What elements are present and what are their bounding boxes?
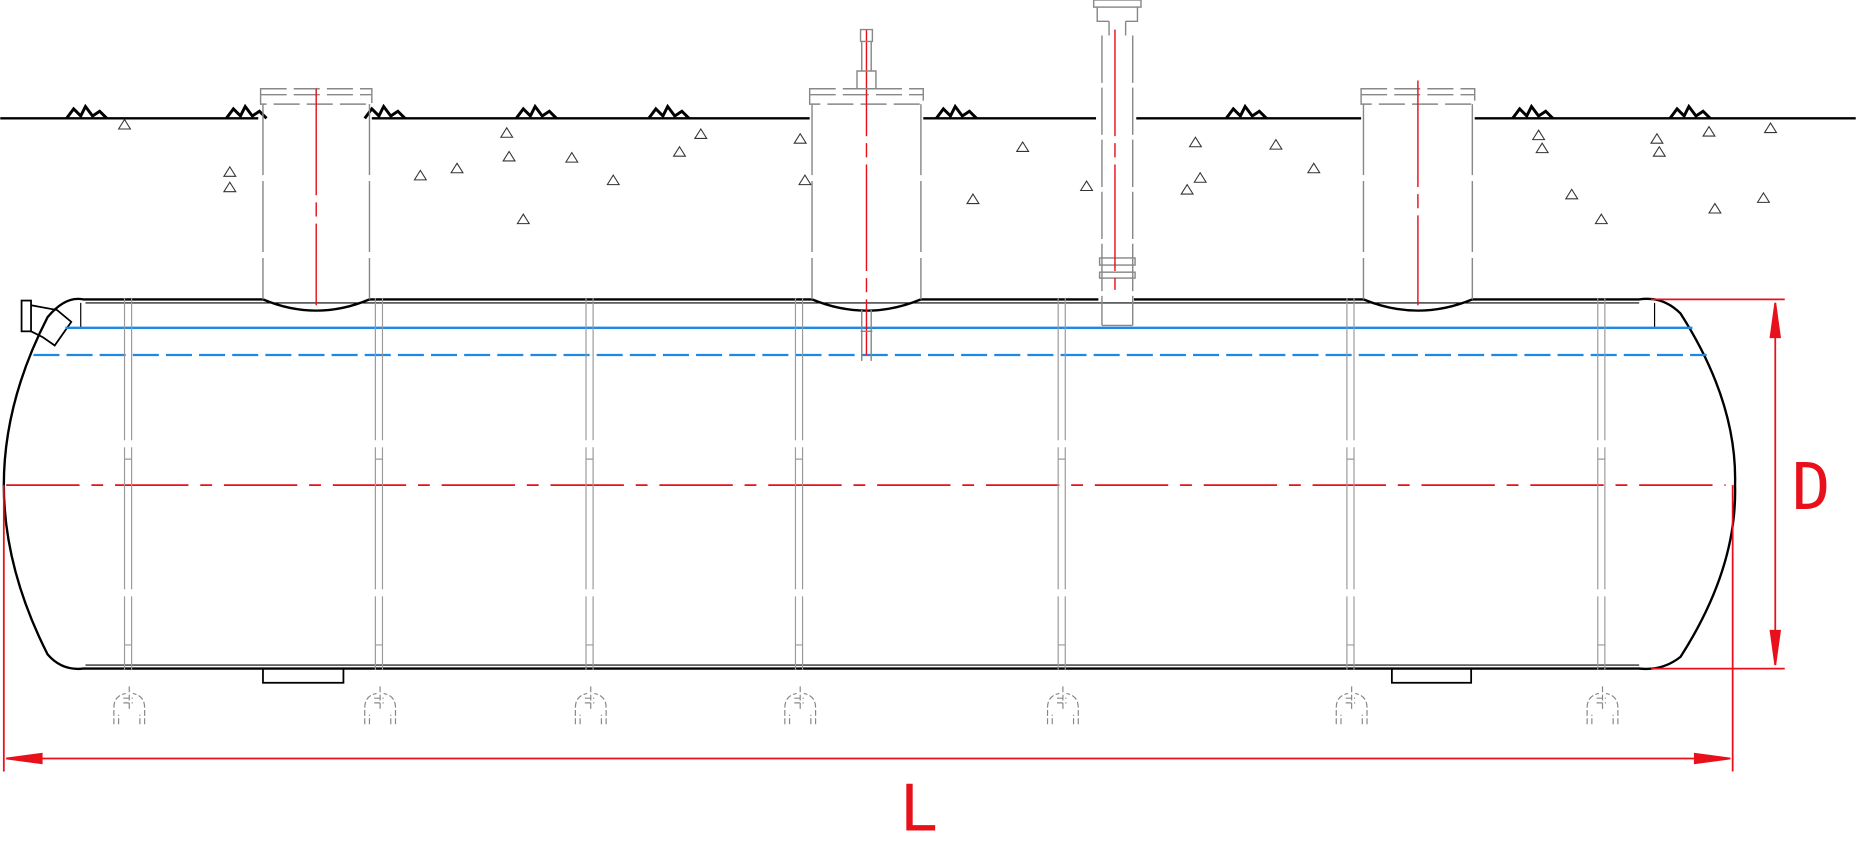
soil-aggregate [1079, 180, 1094, 192]
anchor-foot [1335, 686, 1368, 725]
soil-aggregate [1535, 142, 1550, 154]
rib [794, 298, 804, 670]
soil-hatch [117, 118, 1778, 225]
soil-aggregate [1763, 122, 1778, 134]
soil-aggregate [413, 169, 428, 181]
soil-aggregate [672, 145, 687, 157]
manhole-2 [808, 28, 924, 361]
soil-aggregate [1188, 136, 1203, 148]
anchor-foot [784, 686, 817, 725]
soil-aggregate [606, 174, 621, 186]
vent-pipe [1092, 0, 1142, 327]
grass-tufts [65, 103, 1712, 120]
soil-aggregate [1180, 183, 1195, 195]
length-label: L [900, 773, 938, 847]
manhole-1 [259, 88, 373, 306]
skid-right [1390, 667, 1473, 684]
anchor-foot [1586, 686, 1619, 725]
manhole-3 [1360, 80, 1476, 306]
rib [374, 298, 384, 670]
soil-aggregate [693, 127, 708, 139]
grass-tuft [65, 103, 108, 120]
soil-aggregate [1652, 145, 1667, 157]
soil-aggregate [1708, 202, 1722, 214]
grass-tuft [1225, 103, 1268, 120]
inlet-nozzle [20, 299, 73, 347]
support-skids [262, 667, 1473, 684]
grass-tuft [515, 103, 558, 120]
soil-aggregate [502, 150, 516, 162]
soil-aggregate [798, 174, 812, 186]
soil-aggregate [1531, 129, 1546, 141]
grass-tuft [935, 103, 978, 120]
anchor-foot [1046, 686, 1079, 725]
anchor-foot [113, 686, 146, 725]
rib [1346, 298, 1355, 670]
length-dimension [2, 485, 1734, 772]
soil-aggregate [966, 193, 980, 205]
grass-tuft [363, 103, 407, 120]
grass-tuft [1668, 103, 1712, 120]
soil-aggregate [1756, 191, 1771, 203]
anchor-feet [113, 686, 1619, 725]
grass-tuft [1511, 103, 1554, 120]
soil-aggregate [1269, 138, 1283, 150]
rib [1597, 298, 1606, 670]
soil-aggregate [1564, 188, 1579, 200]
rib [1057, 298, 1066, 670]
soil-aggregate [222, 181, 237, 193]
tank-shell [2, 297, 1737, 671]
soil-aggregate [450, 162, 464, 174]
grass-tuft [647, 103, 691, 120]
rib [585, 298, 594, 670]
diameter-dimension [1651, 298, 1785, 670]
soil-aggregate [117, 118, 132, 130]
soil-aggregate [793, 132, 808, 144]
grass-tuft [225, 103, 268, 120]
soil-aggregate [1306, 162, 1321, 174]
anchor-foot [364, 686, 397, 725]
soil-aggregate [222, 165, 237, 177]
anchor-foot [574, 686, 607, 725]
soil-aggregate [1015, 140, 1030, 152]
manholes [259, 28, 1476, 361]
soil-aggregate [564, 151, 579, 163]
soil-aggregate [499, 126, 514, 138]
soil-aggregate [1594, 213, 1609, 225]
rib [123, 298, 133, 670]
soil-aggregate [1650, 132, 1664, 144]
soil-aggregate [516, 213, 531, 225]
soil-aggregate [1702, 125, 1716, 137]
soil-aggregate [1193, 171, 1208, 183]
diameter-label: D [1792, 451, 1830, 525]
stiffening-ribs [123, 298, 1606, 670]
skid-left [262, 667, 345, 684]
